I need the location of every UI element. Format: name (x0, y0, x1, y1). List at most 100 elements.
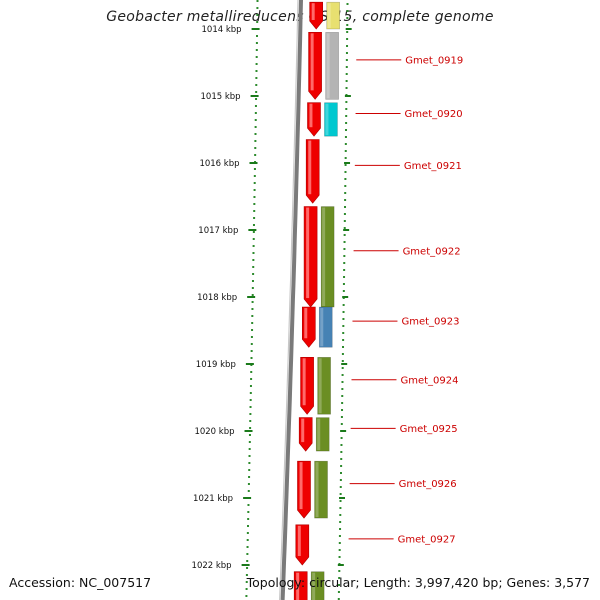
outer-ring-dot (344, 136, 347, 138)
outer-ring-dot (337, 598, 340, 600)
outer-ring-dot (344, 185, 347, 187)
outer-ring-dot (342, 346, 345, 348)
outer-ring-dot (344, 178, 347, 180)
outer-ring-dot (342, 332, 345, 334)
ruler-dot (253, 203, 256, 205)
ruler-dot (249, 427, 252, 429)
ruler-dot (251, 280, 254, 282)
cds-box (318, 306, 333, 348)
outer-ring-dot (343, 276, 346, 278)
outer-ring-dot (343, 220, 346, 222)
tick-label: 1015 kbp (201, 92, 241, 102)
gene-arrow (308, 31, 322, 100)
ruler-dot (247, 490, 250, 492)
outer-ring-dot (344, 206, 347, 208)
outer-ring-dot (340, 451, 343, 453)
ruler-dot (250, 371, 253, 373)
outer-ring-dot (345, 122, 348, 124)
ruler-dot (249, 385, 252, 387)
ruler-dot (255, 63, 258, 65)
outer-ring-dot (346, 38, 349, 40)
tick-label: 1014 kbp (202, 25, 242, 35)
ruler-dot (251, 315, 254, 317)
ruler-dot (249, 420, 252, 422)
cds-box-highlight (320, 308, 324, 347)
ruler-dot (256, 0, 259, 2)
ruler-dot (249, 406, 252, 408)
ruler-dot (255, 77, 258, 79)
gene-arrow-highlight (310, 33, 314, 91)
tick-label: 1022 kbp (192, 561, 232, 571)
gene-arrow (309, 1, 324, 30)
ruler-dot (255, 49, 258, 51)
outer-ring-dot (345, 115, 348, 117)
ruler-dot (252, 252, 255, 254)
outer-ring-dot (338, 570, 341, 572)
ruler-dot (252, 273, 255, 275)
tick-label: 1017 kbp (198, 226, 238, 236)
outer-ring-dot (344, 171, 347, 173)
cds-box-highlight (322, 207, 326, 307)
outer-ring-dot (343, 248, 346, 250)
ruler-dot (247, 511, 250, 513)
gene-arrow (300, 356, 314, 415)
ruler-dot (247, 525, 250, 527)
outer-ring-dot (340, 416, 343, 418)
outer-ring-dot (346, 10, 349, 12)
ruler-dot (256, 14, 259, 16)
ruler-dot (254, 154, 257, 156)
outer-ring-dot (341, 395, 344, 397)
outer-ring-dot (343, 241, 346, 243)
outer-ring-dot (341, 367, 344, 369)
ruler-dot (253, 175, 256, 177)
gene-arrow (297, 460, 311, 519)
ruler-dot (248, 476, 251, 478)
outer-ring-dot (342, 311, 345, 313)
ruler-dot (247, 518, 250, 520)
outer-ring-dot (339, 507, 342, 509)
ruler-dot (249, 413, 252, 415)
ruler-dot (253, 168, 256, 170)
tick-label: 1016 kbp (199, 159, 239, 169)
outer-ring-dot (343, 234, 346, 236)
ruler-dot (255, 70, 258, 72)
ruler-dot (254, 147, 257, 149)
outer-ring-dot (339, 528, 342, 530)
gene-arrow (301, 306, 316, 348)
outer-ring-dot (339, 486, 342, 488)
cds-box-highlight (325, 103, 329, 136)
outer-ring-dot (344, 192, 347, 194)
outer-ring-dot (345, 129, 348, 131)
cds-box (310, 571, 325, 600)
outer-ring-dot (344, 157, 347, 159)
outer-ring-dot (339, 521, 342, 523)
cds-box (315, 417, 330, 452)
cds-box (317, 356, 331, 415)
ruler-dot (256, 21, 259, 23)
outer-ring-dot (342, 290, 345, 292)
ruler-dot (253, 217, 256, 219)
outer-ring-dot (339, 514, 342, 516)
outer-ring-dot (342, 325, 345, 327)
ruler-dot (252, 231, 255, 233)
tick-label: 1020 kbp (194, 427, 234, 437)
outer-ring-dot (341, 360, 344, 362)
ruler-dot (248, 462, 251, 464)
gene-arrow-highlight (311, 3, 315, 20)
ruler-dot (253, 189, 256, 191)
genome-backbone (280, 0, 303, 600)
outer-ring-dot (343, 269, 346, 271)
outer-ring-dot (345, 80, 348, 82)
ruler-dot (251, 301, 254, 303)
outer-ring-dot (344, 164, 347, 166)
ruler-dot (246, 532, 249, 534)
ruler-dot (252, 245, 255, 247)
gene-label: Gmet_0924 (400, 375, 458, 386)
ruler-dot (245, 595, 248, 597)
ruler-dot (255, 91, 258, 93)
ruler-dot (245, 581, 248, 583)
ruler-dot (251, 329, 254, 331)
outer-ring-dot (341, 409, 344, 411)
outer-ring-dot (346, 17, 349, 19)
